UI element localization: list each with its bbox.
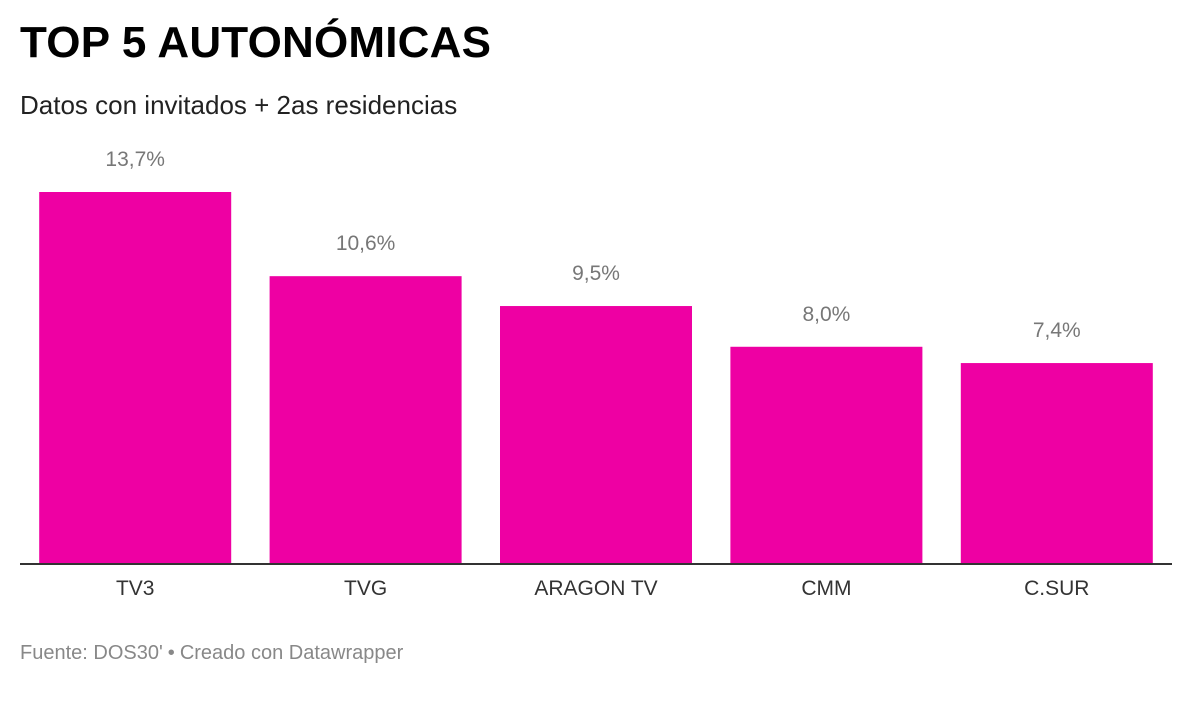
- value-label-1: 10,6%: [336, 232, 396, 255]
- value-label-4: 7,4%: [1033, 319, 1081, 342]
- chart-subtitle: Datos con invitados + 2as residencias: [20, 90, 458, 120]
- bars-group: [39, 192, 1153, 564]
- source-note: Fuente: DOS30': [20, 642, 163, 664]
- footer-separator: •: [167, 642, 175, 664]
- value-label-2: 9,5%: [572, 262, 620, 285]
- category-label-4: C.SUR: [1024, 577, 1089, 600]
- value-labels-group: 13,7% 10,6% 9,5% 8,0% 7,4%: [105, 148, 1080, 342]
- bar-2: [500, 306, 692, 564]
- bar-1: [269, 276, 462, 564]
- value-label-3: 8,0%: [802, 303, 850, 326]
- category-label-2: ARAGON TV: [534, 577, 657, 600]
- category-label-0: TV3: [116, 577, 155, 600]
- category-label-3: CMM: [801, 577, 851, 600]
- chart-title: TOP 5 AUTONÓMICAS: [20, 18, 492, 67]
- category-labels-group: TV3 TVG ARAGON TV CMM C.SUR: [116, 577, 1090, 600]
- bar-4: [960, 363, 1153, 564]
- value-label-0: 13,7%: [105, 148, 165, 171]
- credit-note: Creado con Datawrapper: [179, 642, 404, 664]
- bar-0: [39, 192, 232, 564]
- chart-footer: Fuente: DOS30' • Creado con Datawrapper: [20, 642, 403, 665]
- bar-3: [730, 346, 923, 564]
- category-label-1: TVG: [344, 577, 387, 600]
